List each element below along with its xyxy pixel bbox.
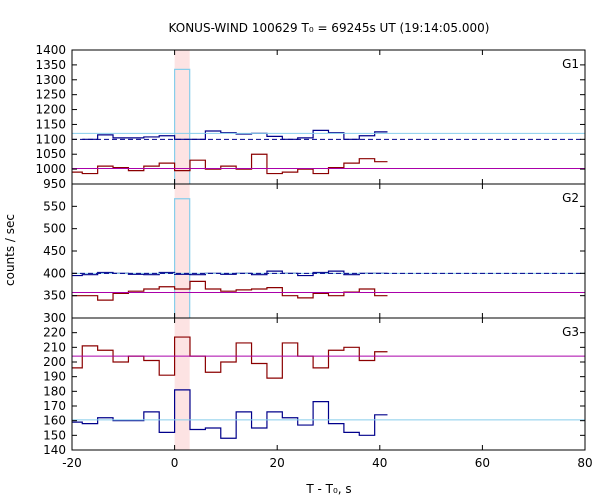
y-tick-label: 450 (43, 244, 66, 258)
y-tick-label: 160 (43, 414, 66, 428)
y-tick-label: 1400 (35, 43, 66, 57)
y-tick-label: 950 (43, 177, 66, 191)
y-tick-label: 1300 (35, 73, 66, 87)
series-total-step (174, 68, 191, 184)
series-high-step (72, 153, 388, 175)
y-tick-label: 150 (43, 428, 66, 442)
burst-interval-shade (174, 50, 190, 184)
y-tick-label: 1250 (35, 88, 66, 102)
y-tick-label: 300 (43, 311, 66, 325)
y-tick-label: 200 (43, 355, 66, 369)
y-tick-label: 220 (43, 326, 66, 340)
x-tick-label: 0 (171, 456, 179, 470)
x-tick-label: 40 (372, 456, 387, 470)
series-total-step (174, 198, 191, 318)
y-tick-label: 550 (43, 199, 66, 213)
burst-interval-shade (174, 184, 190, 318)
panel-frame (71, 183, 586, 319)
chart-title: KONUS-WIND 100629 T₀ = 69245s UT (19:14:… (169, 21, 490, 35)
y-tick-label: 140 (43, 443, 66, 457)
y-tick-label: 190 (43, 370, 66, 384)
x-tick-label: 60 (475, 456, 490, 470)
x-tick-label: 20 (270, 456, 285, 470)
y-tick-label: 1100 (35, 132, 66, 146)
y-tick-label: 210 (43, 340, 66, 354)
y-tick-label: 1350 (35, 58, 66, 72)
y-tick-label: 1050 (35, 147, 66, 161)
y-tick-label: 350 (43, 289, 66, 303)
x-axis-label: T - T₀, s (305, 482, 351, 496)
panel-label: G3 (562, 325, 579, 339)
y-tick-label: 400 (43, 266, 66, 280)
series-low-step (72, 389, 388, 439)
series-high-step (72, 280, 388, 301)
y-tick-label: 1000 (35, 162, 66, 176)
series-high-step (72, 336, 388, 379)
y-axis-label: counts / sec (3, 214, 17, 286)
y-tick-label: 1200 (35, 103, 66, 117)
y-tick-label: 170 (43, 399, 66, 413)
series-low-step (82, 129, 388, 140)
x-tick-label: 80 (577, 456, 592, 470)
panel-label: G1 (562, 57, 579, 71)
y-tick-label: 1150 (35, 117, 66, 131)
burst-interval-shade (174, 318, 190, 450)
panel-frame (71, 49, 586, 185)
panel-label: G2 (562, 191, 579, 205)
x-tick-label: -20 (62, 456, 82, 470)
y-tick-label: 500 (43, 222, 66, 236)
panels-group: 950100010501100115012001250130013501400G… (35, 43, 592, 470)
y-tick-label: 180 (43, 384, 66, 398)
panel-g2: 300 350 400 450 500 550 G2 (43, 183, 586, 325)
panel-frame (71, 317, 586, 451)
